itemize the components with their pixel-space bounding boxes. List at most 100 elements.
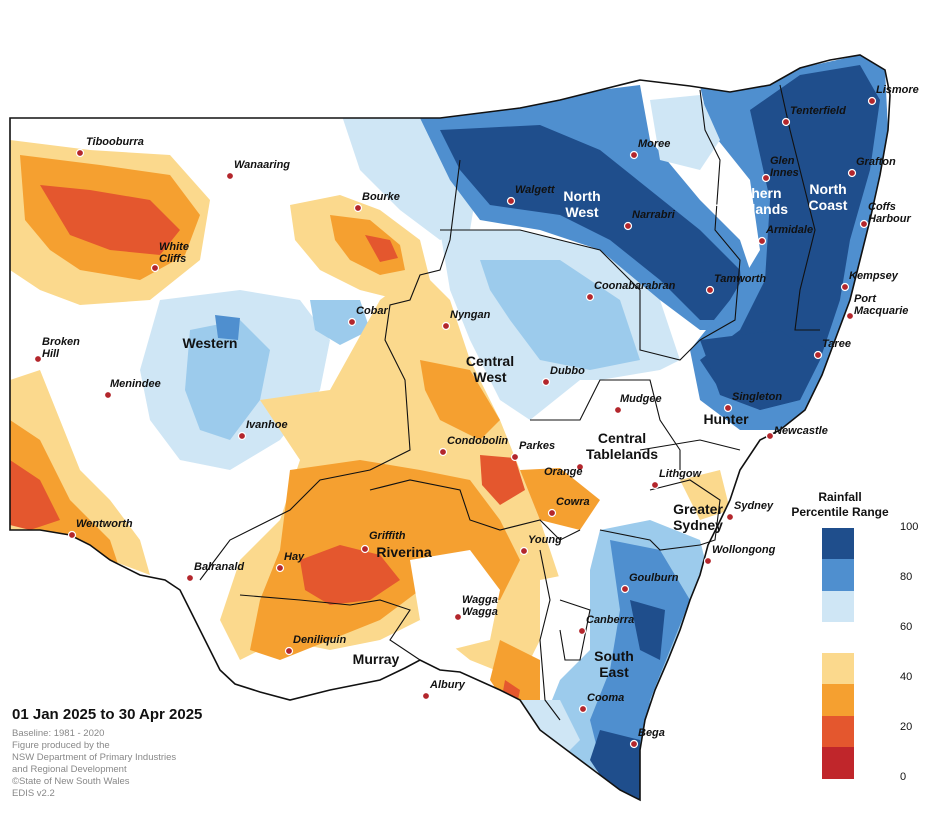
region-label: Central (598, 430, 646, 446)
town-marker: Ivanhoe (237, 419, 288, 441)
town-dot (613, 405, 623, 415)
town-dot (33, 354, 43, 364)
region-label: Central (466, 353, 514, 369)
town-dot (421, 691, 431, 701)
town-dot (438, 447, 448, 457)
state-border (9, 54, 891, 802)
town-marker: Menindee (103, 378, 161, 400)
town-label: Condobolin (447, 435, 508, 447)
town-dot (578, 704, 588, 714)
town-dot (723, 403, 733, 413)
region-label: South (594, 648, 634, 664)
town-dot (441, 321, 451, 331)
legend-tick: 100 (900, 521, 919, 533)
town-dot (275, 563, 285, 573)
town-label: Cobar (356, 305, 389, 317)
town-label: Young (528, 534, 562, 546)
town-label: Cooma (587, 692, 624, 704)
town-marker: Cowra (547, 496, 590, 518)
town-dot (284, 646, 294, 656)
town-dot (629, 150, 639, 160)
legend-title-line: Percentile Range (791, 505, 889, 519)
legend-swatch (822, 559, 854, 591)
legend-swatch (822, 621, 854, 654)
town-marker: Lismore (867, 84, 919, 106)
town-dot (725, 512, 735, 522)
town-dot (225, 171, 235, 181)
town-dot (840, 282, 850, 292)
town-label: Mudgee (620, 393, 662, 405)
town-label: Newcastle (774, 425, 828, 437)
town-marker: Wollongong (703, 544, 776, 566)
town-marker: Cooma (578, 692, 624, 714)
region-label: Hunter (703, 411, 749, 427)
region-label: Riverina (376, 544, 431, 560)
town-label: Wagga (462, 594, 498, 606)
legend-swatch (822, 590, 854, 623)
town-marker: Griffith (360, 530, 406, 554)
town-dot (360, 544, 370, 554)
town-label: Port (854, 293, 877, 305)
town-marker: Orange (544, 462, 585, 478)
town-label: Armidale (765, 224, 813, 236)
town-marker: Lithgow (650, 468, 703, 490)
town-label: White (159, 241, 189, 253)
town-dot (353, 203, 363, 213)
town-label: Harbour (868, 213, 912, 225)
legend-title: Rainfall Percentile Range (780, 490, 900, 520)
town-marker: Narrabri (623, 209, 676, 231)
town-dot (867, 96, 877, 106)
region-label: West (565, 204, 599, 220)
town-marker: Dubbo (541, 365, 585, 387)
note-line: EDIS v2.2 (12, 788, 55, 799)
town-label: Albury (429, 679, 466, 691)
legend-bar: 100 80 60 40 20 0 (822, 521, 918, 783)
note-line: and Regional Development (12, 764, 127, 775)
town-dot (859, 219, 869, 229)
town-marker: Young (519, 534, 562, 556)
town-label: Narrabri (632, 209, 676, 221)
town-label: Wagga (462, 606, 498, 618)
town-marker: Wentworth (67, 518, 133, 540)
town-dot (103, 390, 113, 400)
period-label: 01 Jan 2025 to 30 Apr 2025 (12, 706, 203, 723)
town-marker: Tamworth (705, 273, 766, 295)
town-dot (781, 117, 791, 127)
town-dot (519, 546, 529, 556)
town-marker: Nyngan (441, 309, 491, 331)
town-label: Balranald (194, 561, 244, 573)
figure-notes: Baseline: 1981 - 2020 Figure produced by… (12, 728, 176, 800)
town-label: Wollongong (712, 544, 776, 556)
town-label: Deniliquin (293, 634, 346, 646)
town-label: Tibooburra (86, 136, 144, 148)
town-label: Singleton (732, 391, 782, 403)
region-boundaries (199, 84, 820, 721)
legend: Rainfall Percentile Range 100 80 60 40 20 0 (780, 490, 918, 783)
region-label: Murray (353, 651, 400, 667)
region-label: Western (183, 335, 238, 351)
note-line: Baseline: 1981 - 2020 (12, 728, 105, 739)
town-marker: Coonabarabran (585, 280, 676, 302)
town-dot (67, 530, 77, 540)
town-marker: Bega (629, 727, 665, 749)
town-dot (547, 508, 557, 518)
town-dot (761, 173, 771, 183)
town-dot (577, 626, 587, 636)
town-marker: Parkes (510, 440, 555, 462)
town-marker: Hay (275, 551, 305, 573)
town-marker: Wanaaring (225, 159, 290, 181)
town-label: Tamworth (714, 273, 766, 285)
town-label: Tenterfield (790, 105, 846, 117)
town-label: Moree (638, 138, 670, 150)
town-marker: Armidale (757, 224, 813, 246)
legend-swatch (822, 746, 854, 779)
legend-swatch (822, 684, 854, 716)
town-label: Glen (770, 155, 795, 167)
town-marker: Canberra (577, 614, 634, 636)
